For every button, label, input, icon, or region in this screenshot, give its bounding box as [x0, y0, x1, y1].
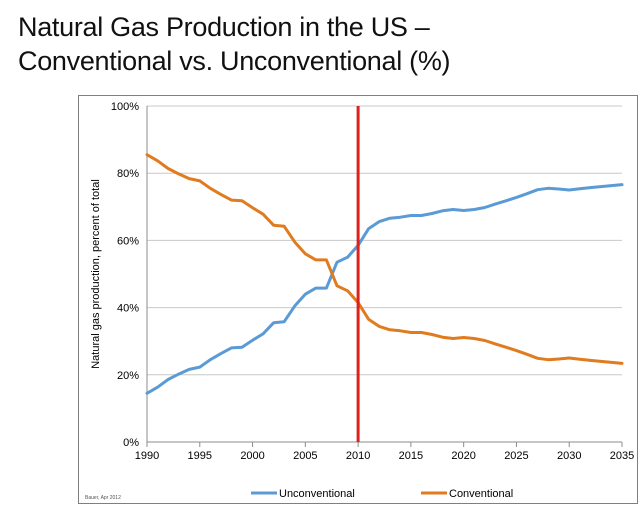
x-tick-label: 2020 [451, 450, 475, 462]
x-tick-label: 2030 [557, 450, 581, 462]
slide-title: Natural Gas Production in the US – Conve… [18, 10, 618, 78]
x-tick-label: 2010 [346, 450, 370, 462]
credit-text: Bauer, Apr 2012 [85, 495, 121, 501]
title-line-2: Conventional vs. Unconventional (%) [18, 46, 451, 76]
title-line-1: Natural Gas Production in the US – [18, 12, 430, 42]
series-line-unconventional [145, 183, 624, 395]
series-line-conventional [145, 153, 624, 365]
legend-label-conventional: Conventional [449, 488, 513, 500]
y-tick-label: 60% [117, 235, 139, 247]
x-tick-label: 1995 [188, 450, 212, 462]
x-tick-label: 2000 [240, 450, 264, 462]
line-chart: 0% 20% 40% 60% 80% 100% 1990 1995 2000 2005 2010 20… [85, 101, 634, 501]
x-tick-label: 2035 [610, 450, 634, 462]
x-tick-label: 2025 [504, 450, 528, 462]
x-tick-label: 1990 [135, 450, 159, 462]
x-tick-label: 2005 [293, 450, 317, 462]
chart-frame: 0% 20% 40% 60% 80% 100% 1990 1995 2000 2005 2010 20… [78, 95, 638, 504]
y-axis-title: Natural gas production, percent of total [90, 179, 102, 369]
y-tick-label: 80% [117, 168, 139, 180]
y-tick-label: 20% [117, 370, 139, 382]
x-tick-label: 2015 [399, 450, 423, 462]
y-tick-label: 0% [123, 437, 139, 449]
y-tick-label: 40% [117, 303, 139, 315]
y-tick-label: 100% [111, 101, 139, 113]
legend-label-unconventional: Unconventional [279, 488, 355, 500]
